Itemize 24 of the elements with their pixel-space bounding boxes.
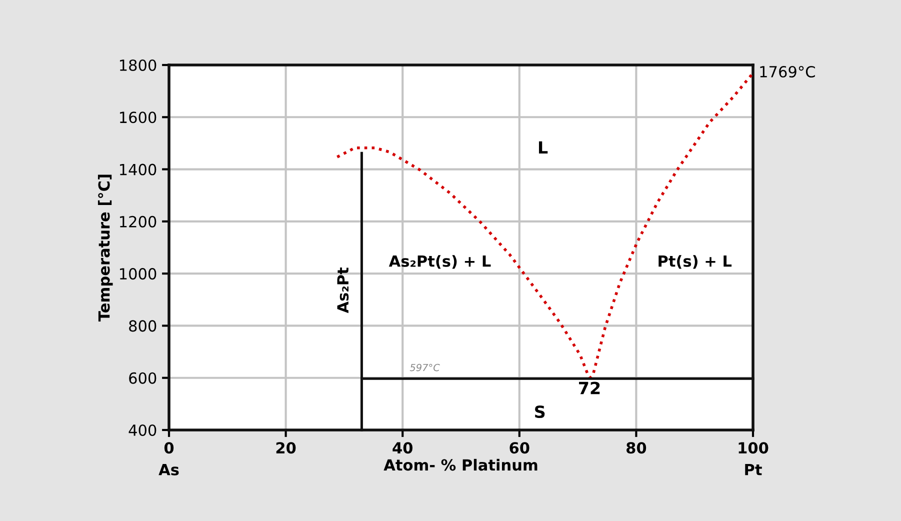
annotation: As₂Pt [337, 268, 349, 314]
y-tick-label: 1800 [120, 59, 156, 72]
y-tick-label: 1000 [120, 268, 156, 280]
y-tick-label: 1200 [120, 216, 156, 228]
x-tick-label: 60 [510, 442, 530, 454]
y-tick-label: 400 [128, 424, 156, 436]
annotation: 1769°C [760, 66, 815, 78]
y-axis-title: Temperature [°C] [98, 174, 113, 322]
annotation: As₂Pt(s) + L [388, 255, 491, 269]
y-tick-label: 800 [129, 320, 156, 332]
x-tick-label: 20 [276, 442, 296, 454]
y-tick-label: 1400 [120, 164, 156, 176]
y-tick-label: 600 [129, 372, 156, 384]
annotation: Pt(s) + L [658, 255, 732, 269]
x-tick-label: 100 Pt [738, 442, 768, 476]
x-tick-label: 40 [392, 442, 412, 454]
annotation: 72 [579, 382, 600, 394]
x-axis-title: Atom- % Platinum [384, 458, 538, 471]
y-tick-label: 1600 [120, 112, 156, 124]
annotation: 597°C [410, 364, 440, 372]
annotation: S [535, 405, 545, 418]
x-tick-label: 80 [626, 442, 646, 454]
annotation: L [538, 141, 548, 154]
x-tick-label: 0 As [158, 442, 179, 476]
